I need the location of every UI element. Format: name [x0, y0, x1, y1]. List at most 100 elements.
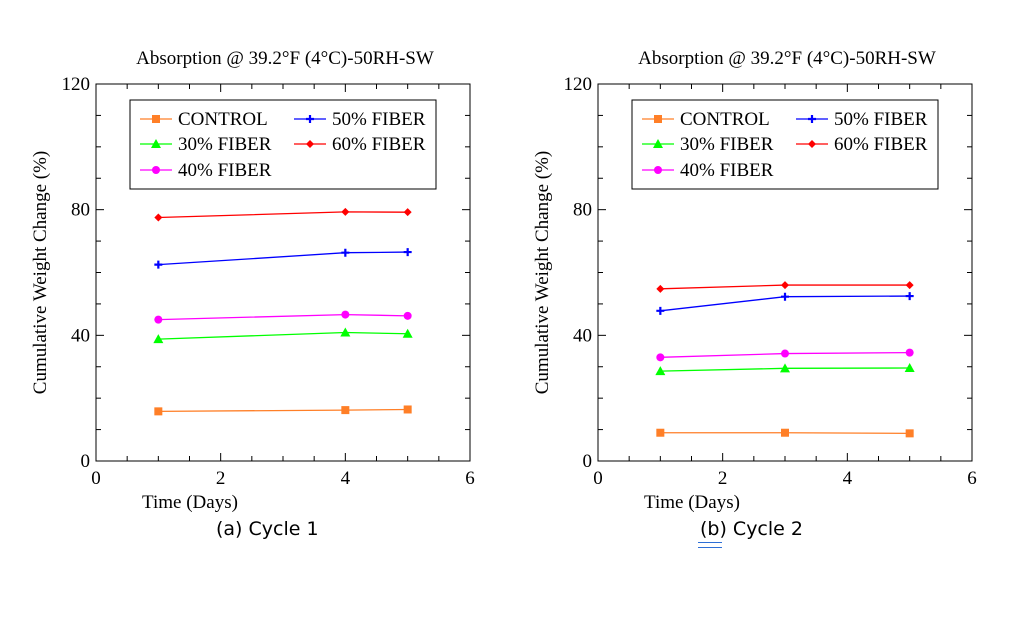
series-control [154, 405, 412, 416]
caption-underline-mark [698, 542, 722, 548]
series-40-fiber [656, 348, 914, 362]
legend-marker [306, 115, 314, 123]
legend-label: 40% FIBER [680, 160, 774, 181]
legend-marker [152, 166, 160, 174]
legend-entry-60-fiber: 60% FIBER [294, 134, 426, 155]
legend: CONTROL 50% FIBER 30% FIBER 60% FIBER 40% FI… [631, 99, 939, 190]
data-point-60-fiber [905, 281, 914, 290]
data-point-50-fiber [656, 306, 665, 315]
legend-marker [654, 166, 662, 174]
x-tick-label: 6 [967, 468, 977, 489]
series-line-30-fiber [158, 331, 408, 340]
legend-label: 60% FIBER [834, 134, 928, 155]
data-point-60-fiber [341, 207, 350, 216]
x-tick-label: 6 [465, 468, 475, 489]
series-30-fiber [153, 327, 413, 344]
legend-entry-40-fiber: 40% FIBER [642, 160, 774, 181]
series-line-control [158, 408, 408, 413]
legend-marker [151, 139, 161, 148]
data-point-30-fiber [340, 327, 351, 337]
data-point-30-fiber [780, 363, 790, 373]
data-point-control [905, 429, 914, 438]
x-tick-label: 4 [341, 468, 351, 489]
y-tick-label: 40 [71, 325, 90, 346]
data-point-50-fiber [154, 260, 163, 269]
legend-label: CONTROL [178, 109, 268, 130]
series-line-60-fiber [158, 211, 408, 219]
series-control [656, 428, 914, 438]
y-tick-label: 0 [583, 451, 593, 472]
data-point-50-fiber [403, 248, 412, 257]
legend-box [631, 99, 939, 190]
y-tick-label: 120 [564, 74, 593, 95]
legend-label: CONTROL [680, 109, 770, 130]
data-point-50-fiber [905, 292, 914, 301]
data-point-control [154, 407, 163, 416]
legend-label: 30% FIBER [178, 134, 272, 155]
data-point-40-fiber [403, 311, 412, 320]
data-point-30-fiber [655, 366, 666, 376]
legend-entry-50-fiber: 50% FIBER [294, 109, 426, 130]
data-point-30-fiber [402, 328, 413, 338]
series-60-fiber [656, 281, 914, 293]
series-60-fiber [154, 207, 412, 222]
x-axis-label: Time (Days) [644, 492, 740, 513]
y-tick-label: 120 [62, 74, 91, 95]
y-axis-label: Cumulative Weight Change (%) [30, 151, 51, 394]
data-point-60-fiber [656, 284, 665, 293]
legend-label: 50% FIBER [834, 109, 928, 130]
series-50-fiber [656, 292, 914, 315]
caption-cycle-1: (a) Cycle 1 [216, 518, 319, 540]
y-tick-label: 0 [81, 451, 91, 472]
legend-label: 30% FIBER [680, 134, 774, 155]
legend-entry-30-fiber: 30% FIBER [642, 134, 774, 155]
legend-marker [654, 115, 662, 123]
y-tick-label: 80 [573, 200, 592, 221]
series-50-fiber [154, 248, 412, 269]
chart-title: Absorption @ 39.2°F (4°C)-50RH-SW [638, 48, 936, 69]
legend-entry-30-fiber: 30% FIBER [140, 134, 272, 155]
legend-entry-control: CONTROL [140, 109, 268, 130]
chart-panel-1: Absorption @ 39.2°F (4°C)-50RH-SW 0 2 4 6 0 40… [30, 48, 475, 513]
series-30-fiber [655, 363, 915, 376]
data-point-40-fiber [656, 353, 665, 362]
data-point-40-fiber [781, 349, 789, 358]
legend-box [129, 99, 437, 190]
y-tick-label: 40 [573, 325, 592, 346]
data-point-control [341, 406, 350, 415]
series-40-fiber [154, 310, 412, 324]
legend-entry-control: CONTROL [642, 109, 770, 130]
legend-entry-50-fiber: 50% FIBER [796, 109, 928, 130]
caption-cycle-2: (b) Cycle 2 [698, 518, 803, 548]
series-line-40-fiber [158, 313, 408, 321]
series-line-50-fiber [158, 251, 408, 266]
legend-label: 50% FIBER [332, 109, 426, 130]
data-point-30-fiber [904, 363, 915, 373]
data-point-60-fiber [154, 213, 163, 222]
legend-marker [152, 115, 160, 123]
legend: CONTROL 50% FIBER 30% FIBER 60% FIBER 40% FI… [129, 99, 437, 190]
x-axis-label: Time (Days) [142, 492, 238, 513]
data-point-control [781, 428, 789, 437]
y-axis-label: Cumulative Weight Change (%) [532, 151, 553, 394]
data-point-40-fiber [341, 310, 350, 319]
data-point-50-fiber [341, 248, 350, 257]
y-tick-label: 80 [71, 200, 90, 221]
chart-panel-2: Absorption @ 39.2°F (4°C)-50RH-SW 0 2 4 6 0 40… [532, 48, 977, 513]
legend-marker [808, 140, 816, 148]
x-tick-label: 4 [843, 468, 853, 489]
legend-marker [653, 139, 663, 148]
data-point-30-fiber [153, 334, 164, 344]
data-point-60-fiber [781, 281, 789, 290]
data-point-40-fiber [154, 315, 163, 324]
data-point-control [403, 405, 412, 414]
legend-marker [306, 140, 314, 148]
data-point-60-fiber [403, 208, 412, 217]
data-point-control [656, 428, 665, 437]
legend-label: 40% FIBER [178, 160, 272, 181]
x-tick-label: 2 [216, 468, 226, 489]
legend-entry-40-fiber: 40% FIBER [140, 160, 272, 181]
legend-marker [808, 115, 816, 123]
